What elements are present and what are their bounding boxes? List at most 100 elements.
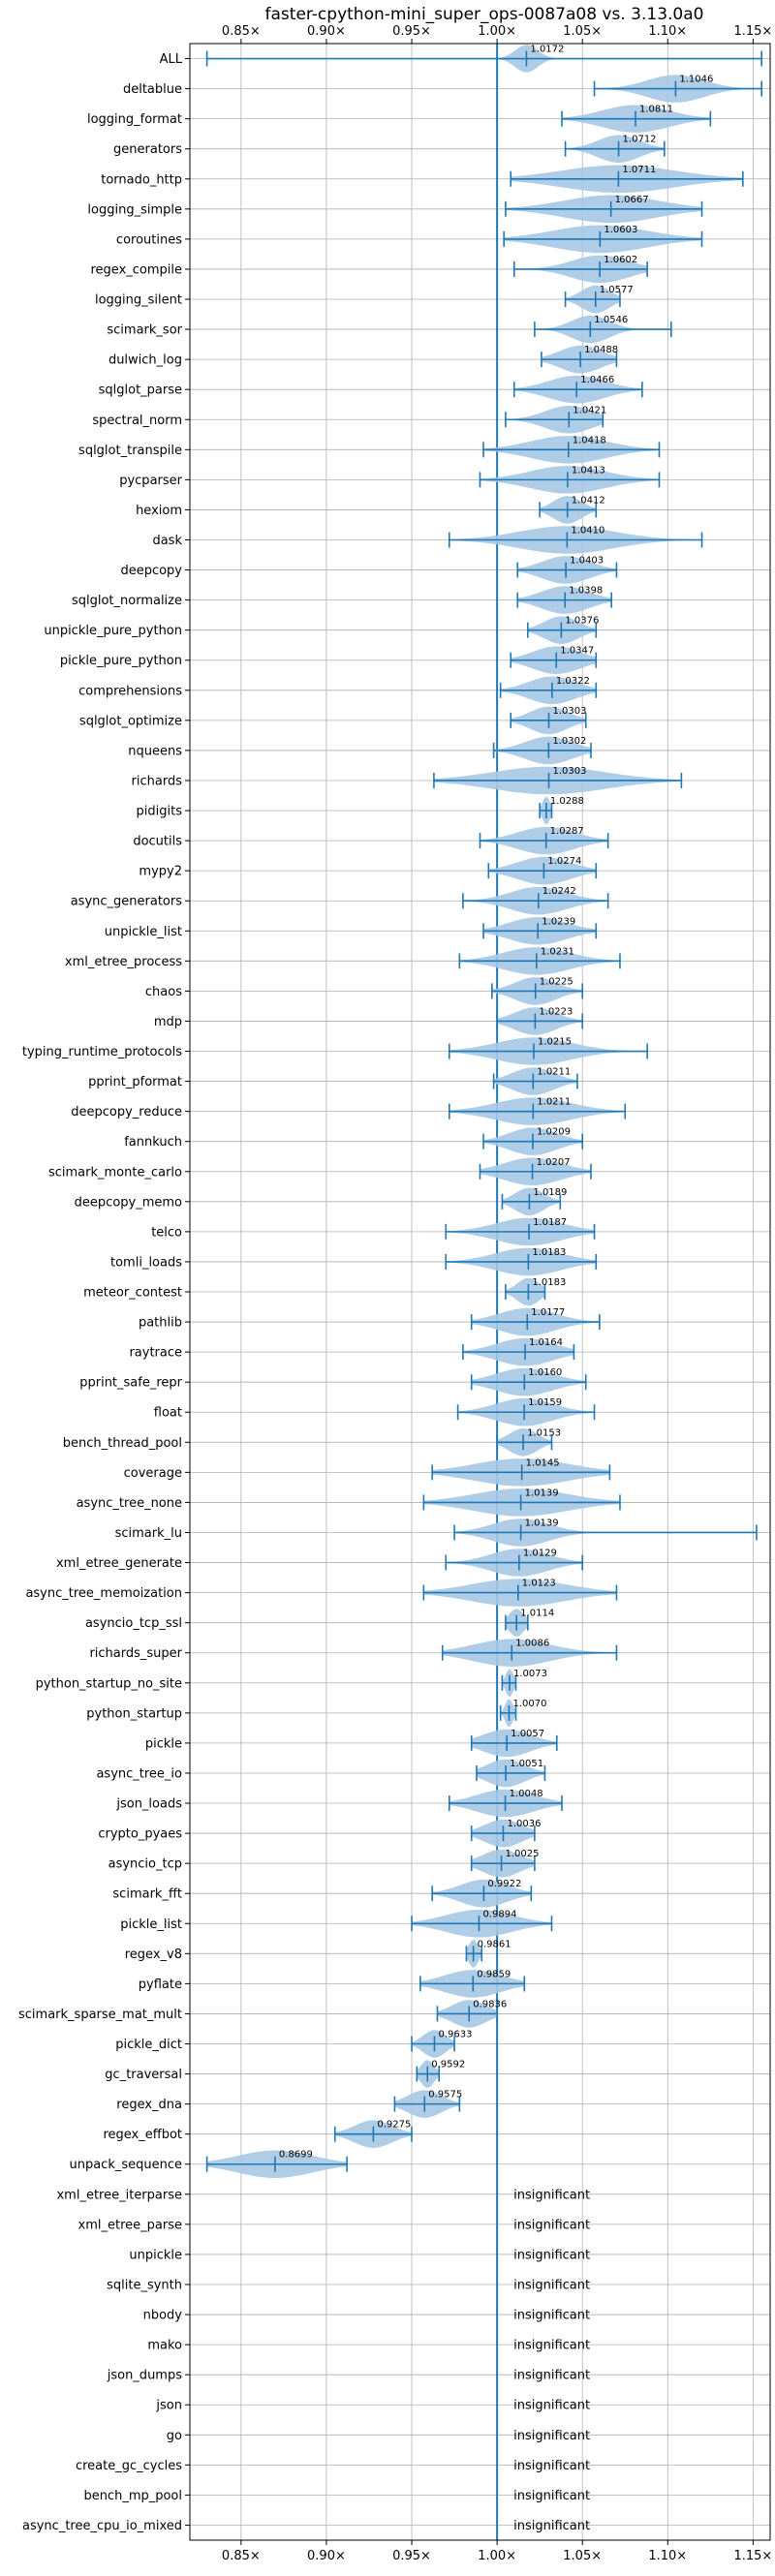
value-label: 1.0274 <box>547 856 581 867</box>
value-label: 1.0086 <box>515 1639 549 1649</box>
value-label: 0.9894 <box>482 1909 516 1919</box>
x-tick-label-top: 1.10× <box>648 24 687 39</box>
category-label: tornado_http <box>101 172 182 187</box>
value-label: 1.0398 <box>569 586 603 597</box>
insignificant-label: insignificant <box>513 2519 590 2533</box>
value-label: 1.0183 <box>532 1277 566 1288</box>
value-label: 1.0183 <box>532 1247 566 1258</box>
value-label: 1.0172 <box>530 45 564 55</box>
value-label: 1.0153 <box>527 1427 561 1438</box>
value-label: 1.0546 <box>594 315 628 325</box>
category-label: scimark_monte_carlo <box>48 1165 182 1180</box>
value-label: 1.0209 <box>537 1127 571 1138</box>
category-label: pickle_list <box>120 1917 182 1932</box>
category-label: pprint_pformat <box>88 1075 182 1089</box>
value-label: 0.9592 <box>431 2060 465 2070</box>
x-tick-label-bottom: 0.85× <box>222 2549 261 2563</box>
value-label: 1.0139 <box>525 1518 559 1528</box>
value-label: 1.0223 <box>539 1006 573 1017</box>
insignificant-label: insignificant <box>513 2489 590 2503</box>
violins: 1.0172 1.1046 1.0811 1.0712 1.0711 1.0667 1.06… <box>205 44 762 2540</box>
x-tick-label-bottom: 0.95× <box>392 2549 431 2563</box>
category-label: coverage <box>124 1466 182 1481</box>
category-label: pycparser <box>119 474 182 488</box>
value-label: 0.9575 <box>428 2090 462 2101</box>
category-label: logging_format <box>87 112 182 127</box>
category-label: deepcopy_reduce <box>71 1105 182 1119</box>
value-label: 1.0288 <box>550 796 584 807</box>
value-label: 1.1046 <box>679 75 713 85</box>
value-label: 1.0322 <box>556 676 590 687</box>
value-label: 1.0231 <box>541 946 574 957</box>
category-label: logging_silent <box>95 293 182 308</box>
category-label: bench_thread_pool <box>63 1436 182 1451</box>
value-label: 1.0025 <box>506 1849 540 1859</box>
value-label: 1.0051 <box>510 1759 543 1769</box>
insignificant-label: insignificant <box>513 2459 590 2473</box>
category-label: nqueens <box>128 744 182 758</box>
insignificant-label: insignificant <box>513 2218 590 2232</box>
value-label: 1.0303 <box>552 766 586 777</box>
category-label: pprint_safe_repr <box>79 1376 182 1391</box>
category-label: crypto_pyaes <box>98 1827 182 1842</box>
x-tick-label-top: 1.05× <box>563 24 602 39</box>
category-label: nbody <box>143 2309 183 2323</box>
category-label: regex_compile <box>90 262 182 277</box>
category-label: python_startup_no_site <box>36 1676 182 1691</box>
category-label: dask <box>152 534 182 548</box>
x-tick-label-top: 1.15× <box>733 24 772 39</box>
value-label: 1.0073 <box>513 1669 547 1679</box>
value-label: 1.0177 <box>531 1307 565 1318</box>
category-label: mdp <box>154 1015 182 1029</box>
category-label: mypy2 <box>139 865 182 879</box>
value-label: 1.0139 <box>525 1487 559 1498</box>
value-label: 1.0239 <box>542 916 575 927</box>
x-axis-ticks: 0.85× 0.85× 0.90× 0.90× 0.95× 0.95× 1.00× 1.00×… <box>222 24 772 2563</box>
value-label: 1.0048 <box>510 1789 543 1799</box>
value-label: 1.0187 <box>533 1217 567 1228</box>
x-tick-label-bottom: 1.10× <box>648 2549 687 2563</box>
category-label: comprehensions <box>78 684 182 698</box>
category-label: unpickle <box>129 2248 182 2262</box>
category-label: chaos <box>145 985 182 999</box>
value-label: 1.0145 <box>526 1457 560 1468</box>
value-label: 1.0215 <box>538 1037 572 1048</box>
value-label: 1.0603 <box>604 225 637 235</box>
value-label: 1.0413 <box>572 465 605 475</box>
value-label: 1.0376 <box>565 616 599 627</box>
category-label: sqlglot_parse <box>99 383 182 398</box>
category-label: hexiom <box>136 504 182 518</box>
category-label: unpack_sequence <box>69 2158 182 2172</box>
value-label: 1.0159 <box>528 1397 562 1408</box>
insignificant-label: insignificant <box>513 2188 590 2202</box>
category-label: ALL <box>160 52 183 67</box>
value-label: 1.0070 <box>512 1699 546 1709</box>
value-label: 1.0123 <box>522 1579 556 1589</box>
plot-frame <box>189 43 771 2541</box>
value-label: 1.0287 <box>550 826 584 837</box>
category-label: json <box>155 2399 182 2413</box>
value-label: 0.9859 <box>477 1969 511 1979</box>
value-label: 0.9861 <box>478 1939 512 1949</box>
category-label: pickle_pure_python <box>60 654 182 668</box>
category-label: asyncio_tcp <box>108 1857 182 1872</box>
category-label: sqlglot_normalize <box>72 594 182 608</box>
category-label: xml_etree_iterparse <box>56 2188 182 2202</box>
value-label: 1.0211 <box>537 1067 571 1078</box>
category-label: deepcopy_memo <box>75 1195 182 1210</box>
category-label: json_dumps <box>107 2369 182 2383</box>
category-label: pickle_dict <box>115 2038 182 2052</box>
value-label: 1.0207 <box>537 1157 571 1168</box>
value-label: 1.0160 <box>528 1367 562 1378</box>
category-label: docutils <box>133 835 182 849</box>
value-label: 1.0421 <box>573 405 606 415</box>
category-label: go <box>167 2429 182 2443</box>
value-label: 1.0302 <box>552 736 586 747</box>
category-label: richards <box>132 774 183 788</box>
category-label: async_tree_none <box>77 1496 182 1511</box>
category-label: spectral_norm <box>92 414 182 428</box>
value-label: 1.0164 <box>529 1337 563 1348</box>
category-label: deepcopy <box>120 564 182 578</box>
insignificant-label: insignificant <box>513 2399 590 2413</box>
